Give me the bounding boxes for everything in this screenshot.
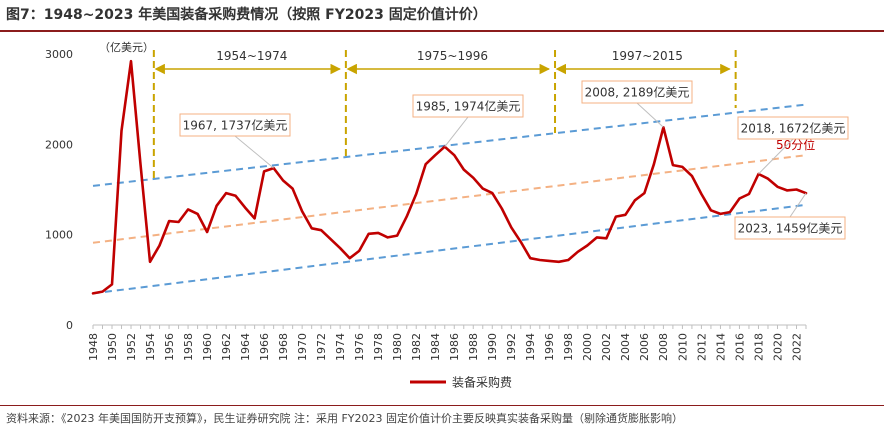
x-tick-label: 1978 (372, 333, 385, 361)
legend-label: 装备采购费 (452, 375, 512, 390)
x-tick-label: 2006 (638, 333, 651, 361)
x-tick-label: 1992 (505, 333, 518, 361)
callout-label: 2018, 1672亿美元 (741, 121, 846, 136)
legend-group: 装备采购费 (410, 375, 512, 390)
x-tick-label: 2016 (733, 333, 746, 361)
periods-group: 1954~1974 1975~1996 1997~2015 (152, 49, 737, 180)
x-tick-label: 1968 (277, 333, 290, 361)
x-tick-label: 1976 (353, 333, 366, 361)
callout-leader (636, 102, 664, 128)
x-tick-label: 2020 (771, 333, 784, 361)
x-tick-label: 1986 (448, 333, 461, 361)
x-tick-label: 2004 (619, 333, 632, 361)
callout-leader (758, 138, 794, 175)
y-tick-label: 3000 (45, 48, 73, 61)
x-tick-label: 1956 (163, 333, 176, 361)
chart-svg: 0 1000 2000 3000 （亿美元） 1948 1950 1952 1954 1956 19… (45, 41, 849, 390)
callout-leader (234, 135, 274, 169)
median-label: 50分位 (776, 137, 815, 152)
annotations-group: 50分位 1967, 1737亿美元 1985, 1974亿美元 2008, 2189… (179, 80, 849, 240)
x-tick-label: 1948 (87, 333, 100, 361)
callout-box (737, 116, 849, 140)
title-divider (0, 30, 884, 32)
callout-box (412, 94, 524, 118)
x-tick-label: 1980 (391, 333, 404, 361)
y-tick-label: 2000 (45, 138, 73, 151)
x-tick-label: 1998 (562, 333, 575, 361)
y-unit-label: （亿美元） (99, 41, 154, 54)
x-tick-label: 2018 (752, 333, 765, 361)
x-tick-label: 1954 (144, 333, 157, 361)
x-tick-label: 1996 (543, 333, 556, 361)
callout-label: 1985, 1974亿美元 (416, 99, 521, 114)
x-tick-label: 1970 (296, 333, 309, 361)
x-tick-label: 1994 (524, 333, 537, 361)
x-tick-label: 1974 (334, 333, 347, 361)
period-label: 1997~2015 (612, 49, 683, 63)
callout-label: 2008, 2189亿美元 (585, 85, 690, 100)
y-tick-label: 0 (66, 319, 73, 332)
callout-label: 1967, 1737亿美元 (183, 118, 288, 133)
x-tick-label: 1964 (239, 333, 252, 361)
x-tick-label: 2010 (676, 333, 689, 361)
x-tick-label: 2022 (790, 333, 803, 361)
x-tick-label: 2002 (600, 333, 613, 361)
x-tick-label: 2014 (714, 333, 727, 361)
series-group (91, 59, 808, 295)
callout-box (581, 80, 693, 104)
callout-label: 2023, 1459亿美元 (738, 221, 843, 236)
period-label: 1954~1974 (216, 49, 287, 63)
x-tick-label: 2008 (657, 333, 670, 361)
x-tick-label: 1960 (201, 333, 214, 361)
period-label: 1975~1996 (417, 49, 488, 63)
x-tick-label: 2012 (695, 333, 708, 361)
x-tick-label: 1990 (486, 333, 499, 361)
callout-leader (789, 192, 807, 218)
x-tick-label: 1952 (125, 333, 138, 361)
x-tick-label: 2000 (581, 333, 594, 361)
y-tick-label: 1000 (45, 229, 73, 242)
callout-box (734, 216, 846, 240)
x-tick-label: 1982 (410, 333, 423, 361)
callout-leader (444, 116, 469, 147)
footer-divider (0, 405, 884, 406)
axes-group: 0 1000 2000 3000 （亿美元） 1948 1950 1952 1954 1956 19… (45, 41, 807, 361)
trendline-median (92, 154, 807, 244)
x-tick-label: 1950 (106, 333, 119, 361)
page-title: 图7：1948~2023 年美国装备采购费情况（按照 FY2023 固定价值计价… (6, 7, 487, 23)
x-tick-label: 1972 (315, 333, 328, 361)
series-line (91, 59, 808, 295)
x-tick-label: 1988 (467, 333, 480, 361)
x-tick-label: 1958 (182, 333, 195, 361)
x-tick-label: 1962 (220, 333, 233, 361)
source-note: 资料来源：《2023 年美国国防开支预算》，民生证券研究院 注：采用 FY202… (6, 412, 684, 425)
x-tick-label: 1966 (258, 333, 271, 361)
callout-box (179, 113, 291, 137)
x-tick-label: 1984 (429, 333, 442, 361)
